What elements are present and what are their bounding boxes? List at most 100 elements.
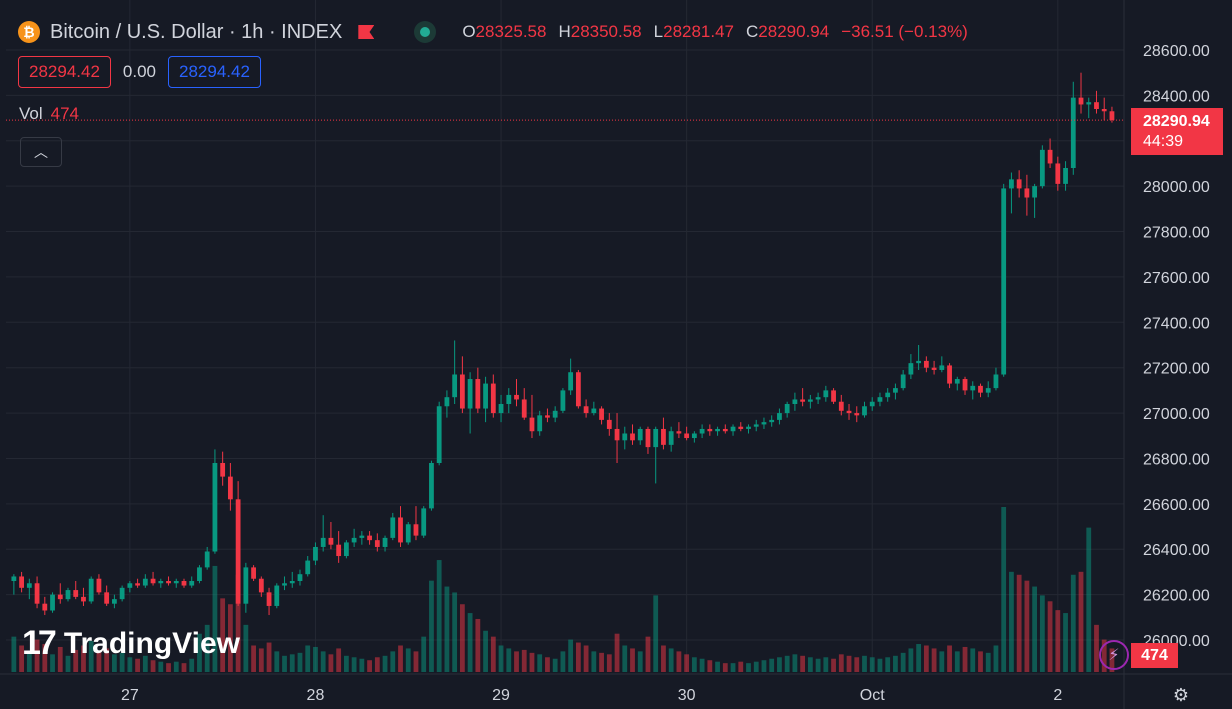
market-status-icon[interactable] <box>414 21 437 43</box>
volume-bar <box>1009 571 1014 672</box>
volume-bar <box>274 651 280 672</box>
candle-body <box>1094 102 1099 109</box>
candle-body <box>328 537 334 545</box>
volume-bar <box>150 660 156 672</box>
volume-bar <box>81 645 86 672</box>
open-value: 28325.58 <box>475 22 547 41</box>
volume-bar <box>777 657 782 672</box>
flag-icon[interactable] <box>358 25 375 39</box>
candle-body <box>135 583 140 586</box>
candle-body <box>251 567 256 579</box>
candle-body <box>777 413 782 420</box>
time-axis: 27 28 29 30 Oct 2 <box>121 687 1062 704</box>
gear-icon[interactable]: ⚙ <box>1172 684 1190 705</box>
candlesticks <box>11 72 1115 616</box>
candle-body <box>862 406 867 416</box>
candle-body <box>1009 179 1014 189</box>
candle-body <box>459 374 465 409</box>
candle-body <box>57 594 63 600</box>
volume-bar <box>1032 586 1038 672</box>
price-tick-label: 27400.00 <box>1143 315 1210 332</box>
volume-bar <box>367 660 372 672</box>
candle-body <box>104 592 110 604</box>
volume-bar <box>730 663 736 672</box>
tradingview-logo[interactable]: 17 TradingView <box>22 624 240 663</box>
volume-bar <box>251 645 256 672</box>
volume-bar <box>916 644 922 672</box>
candle-body <box>730 426 736 432</box>
candle-body <box>622 433 628 441</box>
collapse-legend-button[interactable]: ︿ <box>20 137 62 167</box>
time-tick-label: 27 <box>121 687 139 704</box>
time-tick-label: Oct <box>860 687 885 704</box>
volume-bars <box>11 507 1115 672</box>
candle-body <box>111 599 117 604</box>
buy-button[interactable]: 28294.42 <box>168 56 261 88</box>
candle-body <box>297 574 303 581</box>
sell-button[interactable]: 28294.42 <box>18 56 111 88</box>
price-tick-label: 26200.00 <box>1143 588 1210 605</box>
volume-bar <box>127 657 133 672</box>
candle-body <box>661 428 666 445</box>
volume-value: 474 <box>50 104 80 123</box>
candle-body <box>583 406 589 414</box>
candle-body <box>560 390 566 411</box>
candle-body <box>900 374 906 389</box>
volume-bar <box>483 630 488 672</box>
volume-bar <box>738 661 744 672</box>
tradingview-mark: 17 <box>22 624 57 662</box>
candle-body <box>885 392 891 398</box>
candle-body <box>784 404 790 414</box>
symbol-title[interactable]: Bitcoin / U.S. Dollar · 1h · INDEX <box>50 20 343 43</box>
candle-body <box>11 576 17 581</box>
volume-bar <box>1086 527 1092 672</box>
candle-body <box>1070 97 1076 168</box>
volume-bar <box>985 652 991 672</box>
candle-body <box>343 542 349 557</box>
volume-bar <box>158 661 164 672</box>
volume-bar <box>1001 507 1007 672</box>
candle-body <box>614 428 620 441</box>
bitcoin-icon[interactable]: ₿ <box>18 21 40 43</box>
candle-body <box>521 399 527 418</box>
price-tick-label: 27200.00 <box>1143 361 1210 378</box>
candle-body <box>405 524 411 543</box>
candle-body <box>19 576 24 588</box>
candle-body <box>483 383 488 409</box>
volume-bar <box>869 657 875 672</box>
candle-body <box>197 567 202 581</box>
volume-bar <box>405 648 411 672</box>
volume-bar <box>189 658 195 672</box>
candle-body <box>893 388 898 393</box>
volume-bar <box>506 648 512 672</box>
candle-body <box>413 524 419 536</box>
volume-bar <box>212 565 218 672</box>
volume-bar <box>792 654 798 672</box>
price-tick-label: 26600.00 <box>1143 497 1210 514</box>
candle-body <box>514 394 519 400</box>
candle-body <box>266 592 272 606</box>
candle-body <box>475 379 481 409</box>
volume-bar <box>954 651 960 672</box>
candle-body <box>421 508 427 536</box>
candle-body <box>985 388 991 393</box>
volume-bar <box>575 642 581 672</box>
volume-bar <box>722 663 728 672</box>
candle-body <box>962 379 968 391</box>
volume-bar <box>413 651 419 672</box>
price-tick-label: 28400.00 <box>1143 88 1210 105</box>
last-price-value: 28290.94 <box>1143 112 1210 130</box>
candle-body <box>88 578 94 602</box>
last-price-tag: 28290.94 44:39 <box>1131 108 1223 155</box>
volume-bar <box>1016 574 1022 672</box>
candle-body <box>529 417 535 432</box>
candle-body <box>838 401 844 411</box>
lightning-icon[interactable]: ⚡ <box>1099 640 1129 670</box>
candle-body <box>34 583 40 604</box>
bar-countdown: 44:39 <box>1143 132 1184 150</box>
candle-body <box>351 537 357 543</box>
volume-legend[interactable]: Vol 474 <box>19 104 79 124</box>
volume-bar <box>877 658 883 672</box>
candle-body <box>1032 186 1038 198</box>
